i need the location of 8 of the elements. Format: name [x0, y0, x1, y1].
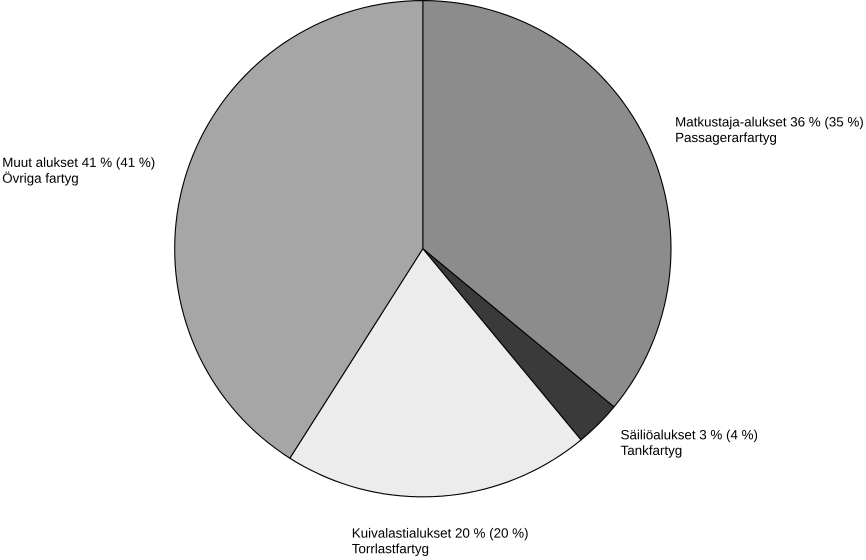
slice-label: Muut alukset 41 % (41 %) — [3, 157, 154, 170]
text: Övriga fartyg — [2, 172, 78, 186]
slice-label: Matkustaja-alukset 36 % (35 %) — [676, 116, 863, 130]
slice-label: Kuivalastialukset 20 % (20 %) — [352, 528, 528, 540]
text: Passagerarfartyg — [676, 132, 776, 145]
text: Torrlastfartyg — [352, 543, 428, 556]
slice-label: Säiliöalukset 3 % (4 %) — [621, 430, 758, 442]
text: Tankfartyg — [620, 445, 682, 458]
